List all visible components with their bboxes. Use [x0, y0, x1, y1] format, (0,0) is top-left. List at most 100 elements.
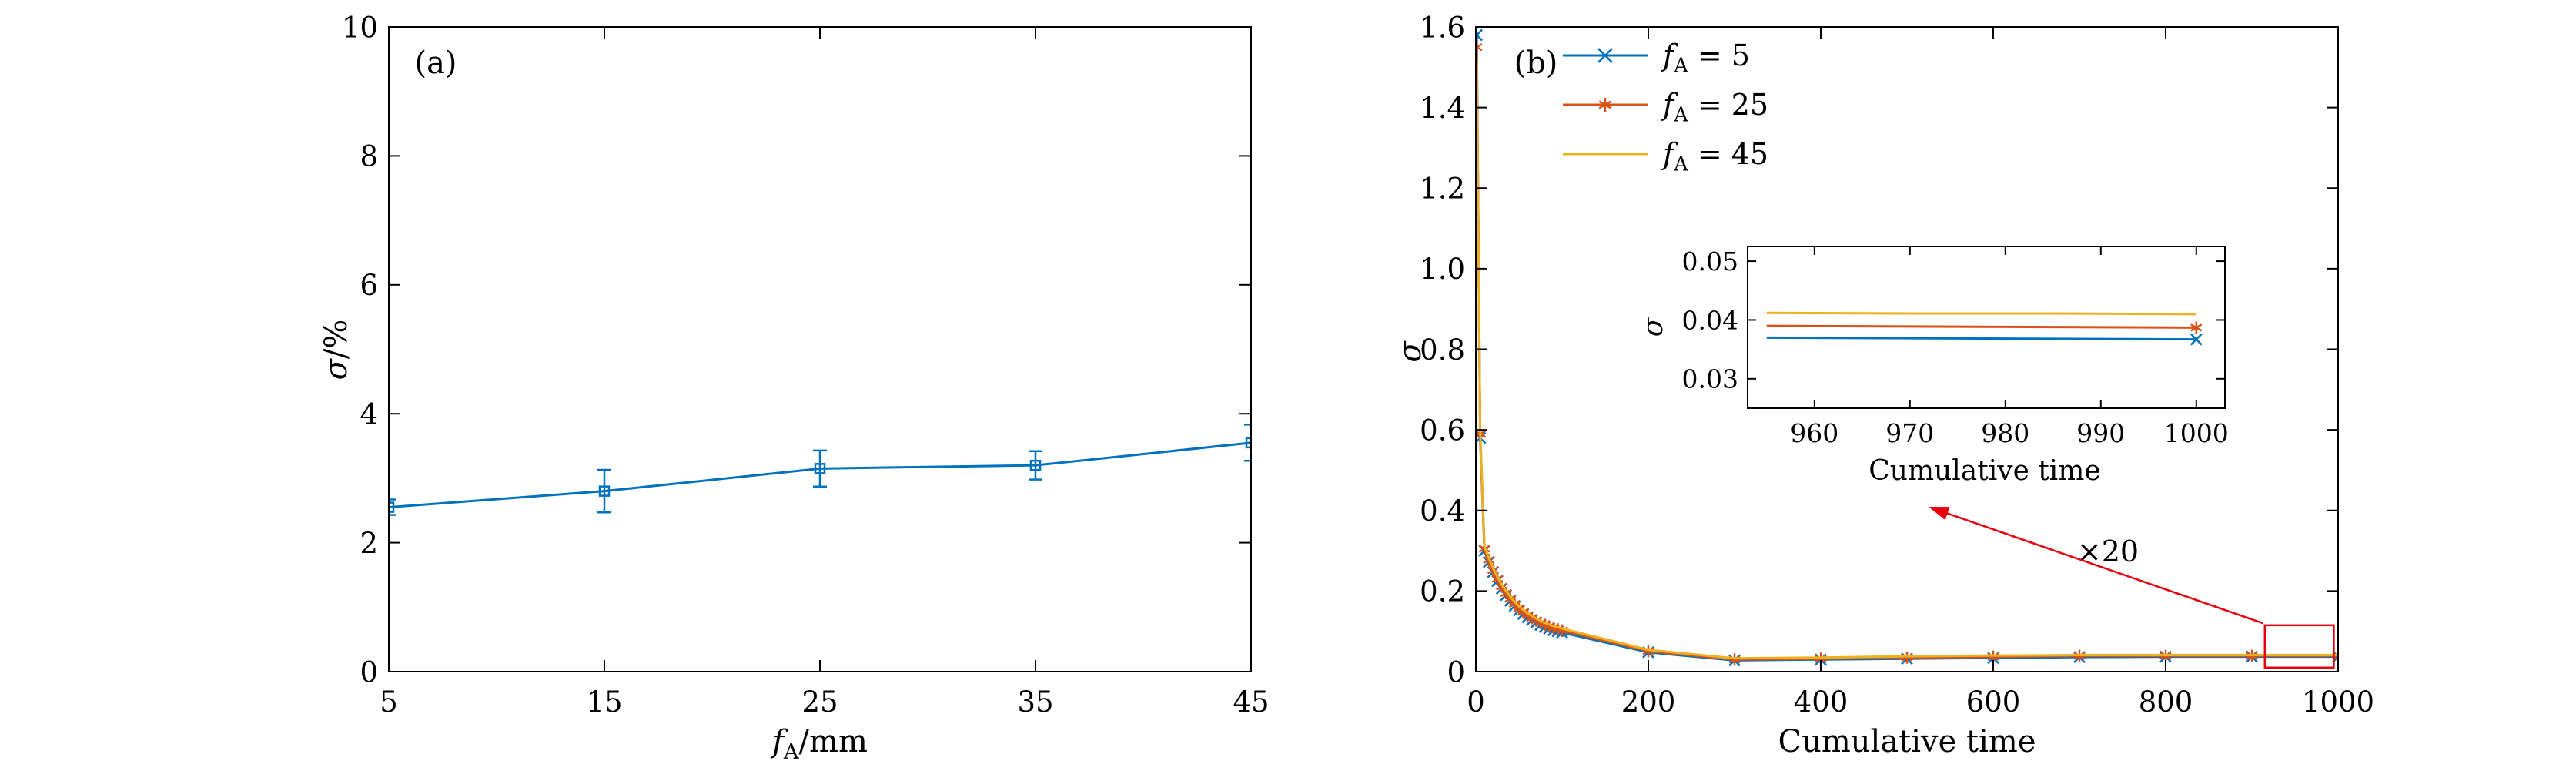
- panel-a-xlabel-subscript: A: [783, 740, 799, 764]
- zoom-annotation: [1929, 507, 2335, 669]
- legend-label-fa-5-value: = 5: [1688, 39, 1750, 72]
- inset-ylabel: σ: [1638, 317, 1669, 337]
- panel-b-ylabel: σ: [1393, 341, 1428, 363]
- square-marker: [598, 485, 611, 497]
- panel_a-ytick-label: 6: [360, 269, 378, 302]
- square-marker: [389, 501, 395, 513]
- panel_a-series-layer: [389, 424, 1251, 516]
- panel_a-xtick-label: 45: [1233, 685, 1269, 719]
- panel-a-ylabel-unit: /%: [319, 319, 354, 360]
- panel-a-xlabel: fA/mm: [772, 724, 868, 763]
- panel_b-ytick-label: 1.0: [1420, 253, 1465, 286]
- panel_b-series-2: [1476, 59, 2338, 660]
- x-marker: [1476, 28, 1484, 42]
- inset-spines: [1747, 246, 2226, 409]
- panel_b-xtick-label: 600: [1966, 685, 2021, 719]
- panel_b-xtick-label: 200: [1621, 685, 1676, 719]
- panel_a-xtick-label: 5: [380, 685, 398, 719]
- panel-a-ylabel: σ/%: [319, 319, 354, 380]
- panel_b-ytick-label: 0.6: [1420, 414, 1465, 447]
- legend-label-fa-5-subscript: A: [1674, 54, 1688, 78]
- panel_b-plot: 0 200 400 600 800 1000 0 0.2 0.4 0.6 0.8 1.0 1.2 1.4 1…: [1420, 11, 2374, 719]
- panel_b-ytick-label: 1.6: [1420, 11, 1465, 44]
- inset-xtick-label: 960: [1790, 418, 1838, 448]
- panel_b-series-layer: [1476, 28, 2338, 667]
- series-line: [1476, 35, 2338, 662]
- inset-xtick-label: 980: [1981, 418, 2029, 448]
- panel_b-xtick-label: 1000: [2302, 685, 2374, 719]
- legend-label-fa-45: fA = 45: [1663, 137, 1769, 175]
- series-line: [1476, 47, 2338, 661]
- inset-series-0: [1766, 333, 2203, 346]
- panel_a-plot: 5 15 25 35 45 0 2 4 6 8 10: [342, 11, 1270, 719]
- legend-label-fa-5: fA = 5: [1663, 39, 1750, 76]
- inset-ytick-label: 0.03: [1682, 364, 1738, 394]
- panel_a-ytick-label: 4: [360, 398, 378, 431]
- panel_b-ytick-label: 0.4: [1420, 494, 1465, 528]
- panel_b-series-1: [1476, 41, 2338, 666]
- legend-label-fa-25-value: = 25: [1688, 88, 1769, 122]
- star-marker: [1476, 41, 1483, 54]
- error-bar: [1244, 424, 1251, 462]
- panel_a-series-0: [389, 424, 1251, 516]
- panel_a-ytick-label: 8: [360, 140, 378, 173]
- panel_b-ytick-label: 0: [1447, 655, 1465, 689]
- panel_a-ytick-label: 0: [360, 655, 378, 689]
- panel_b-ytick-label: 1.2: [1420, 173, 1465, 206]
- panel-b-tag: (b): [1514, 45, 1558, 81]
- inset-plot: 960 970 980 990 1000 0.03 0.04 0.05: [1682, 246, 2229, 448]
- legend-label-fa-25-subscript: A: [1674, 103, 1688, 127]
- inset-series-layer: [1766, 311, 2203, 346]
- legend-label-fa-45-value: = 45: [1688, 137, 1769, 171]
- series-line: [1766, 336, 2196, 341]
- panel-a-xlabel-symbol: f: [772, 724, 784, 759]
- x-marker: [2190, 333, 2203, 346]
- panel-a-xlabel-unit: /mm: [798, 724, 868, 759]
- panel_a-xtick-label: 15: [586, 685, 622, 719]
- inset-xlabel: Cumulative time: [1868, 455, 2101, 487]
- zoom-arrow-head: [1929, 507, 1950, 521]
- error-bar: [389, 498, 396, 516]
- inset-xtick-label: 970: [1885, 418, 1934, 448]
- panel_b-spines: [1475, 26, 2339, 672]
- star-marker: [1598, 98, 1612, 112]
- series-line: [389, 441, 1251, 509]
- panel_b-xtick-label: 0: [1467, 685, 1485, 719]
- square-marker: [814, 463, 826, 474]
- panel-a-tag: (a): [414, 45, 457, 81]
- panel_a-xtick-label: 25: [801, 685, 838, 719]
- legend-label-fa-5-symbol: f: [1663, 39, 1674, 72]
- panel_b-ytick-label: 0.8: [1420, 334, 1465, 367]
- panel_b-ytick-label: 0.2: [1420, 575, 1465, 608]
- series-line: [1766, 324, 2196, 329]
- panel-a-ylabel-symbol: σ: [319, 359, 354, 380]
- inset-xtick-label: 990: [2076, 418, 2125, 448]
- panel_b-xtick-label: 800: [2139, 685, 2193, 719]
- inset-ytick-label: 0.05: [1682, 246, 1738, 277]
- zoom-factor-label: ×20: [2076, 535, 2139, 568]
- inset-ytick-label: 0.04: [1682, 305, 1738, 335]
- panel_a-xtick-label: 35: [1017, 685, 1053, 719]
- panel_a-spines: [388, 26, 1252, 672]
- square-marker: [1245, 437, 1251, 449]
- panel_b-series-0: [1476, 28, 2338, 667]
- panel_a-ytick-label: 2: [360, 527, 378, 560]
- legend: [1563, 48, 1648, 156]
- zoom-arrow-line: [1947, 512, 2263, 625]
- panel_a-ytick-label: 10: [342, 11, 378, 44]
- x-marker: [1597, 48, 1613, 63]
- series-line: [1476, 59, 2338, 660]
- inset-xtick-label: 1000: [2164, 418, 2229, 448]
- legend-label-fa-25-symbol: f: [1663, 88, 1674, 122]
- legend-label-fa-25: fA = 25: [1663, 88, 1769, 126]
- series-line: [1766, 311, 2196, 316]
- panel_b-ytick-label: 1.4: [1420, 92, 1465, 125]
- inset-series-2: [1766, 311, 2196, 316]
- panel_b-xtick-label: 400: [1794, 685, 1848, 719]
- legend-label-fa-45-symbol: f: [1663, 137, 1674, 171]
- panel-b-xlabel: Cumulative time: [1778, 724, 2036, 759]
- zoom-source-rect: [2263, 624, 2335, 669]
- inset-series-1: [1766, 321, 2203, 334]
